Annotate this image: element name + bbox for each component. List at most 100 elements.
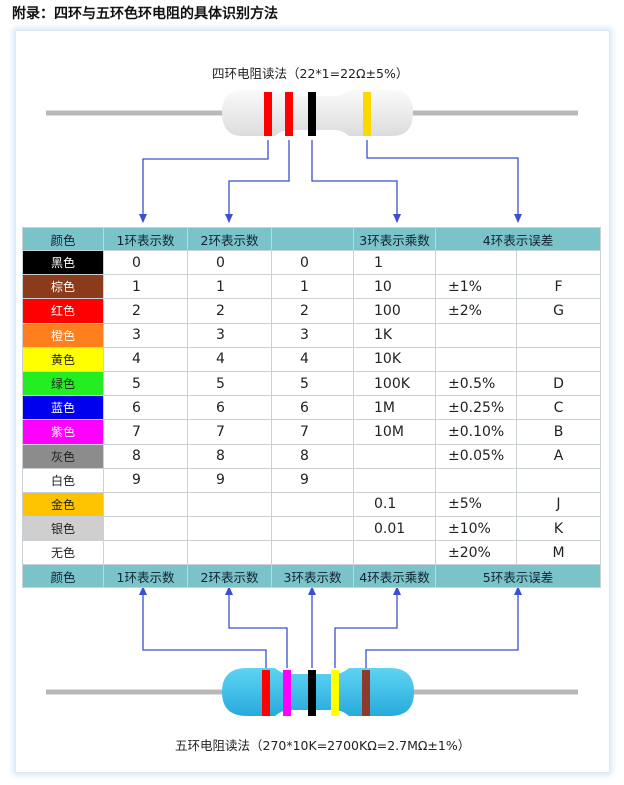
header-row-bottom: 颜色 1环表示数 2环表示数 3环表示数 4环表示乘数 5环表示误差 — [22, 564, 601, 589]
header-row-top: 颜色 1环表示数 2环表示数 3环表示乘数 4环表示误差 — [22, 227, 601, 251]
table-row: 棕色 1 1 1 10 ±1% F — [22, 274, 601, 300]
multiplier-cell: 100K — [353, 370, 436, 397]
color-name-cell: 白色 — [22, 467, 104, 493]
header-color: 颜色 — [22, 227, 104, 251]
color-name-cell: 棕色 — [22, 274, 104, 300]
five-band-bands — [262, 670, 370, 716]
tolerance-code-cell: D — [516, 370, 601, 397]
band3-digit-cell — [271, 516, 354, 542]
tolerance-code-cell — [516, 322, 601, 348]
band1-digit-cell: 2 — [103, 298, 188, 324]
band3-digit-cell: 9 — [271, 467, 354, 493]
multiplier-cell: 0.1 — [353, 491, 436, 518]
band3-digit-cell: 3 — [271, 322, 354, 348]
five-band-resistor-body — [222, 668, 414, 716]
five-band-band-3 — [308, 670, 316, 716]
band2-digit-cell: 3 — [187, 322, 272, 348]
arrow-band4-top — [366, 140, 522, 223]
band2-digit-cell: 2 — [187, 298, 272, 324]
tolerance-cell: ±1% — [435, 274, 517, 300]
arrow-band2-bottom — [225, 586, 288, 668]
tolerance-code-cell: B — [516, 419, 601, 445]
header-band5-bottom: 5环表示误差 — [435, 564, 601, 589]
band1-digit-cell: 3 — [103, 322, 188, 348]
multiplier-cell: 10M — [353, 419, 436, 445]
header-band4: 4环表示误差 — [435, 227, 601, 251]
band3-digit-cell: 6 — [271, 395, 354, 421]
multiplier-cell — [353, 540, 436, 566]
tolerance-code-cell: A — [516, 443, 601, 469]
table-row: 灰色 8 8 8 ±0.05% A — [22, 443, 601, 469]
band2-digit-cell: 7 — [187, 419, 272, 445]
multiplier-cell: 0.01 — [353, 516, 436, 542]
tolerance-cell: ±0.5% — [435, 370, 517, 397]
multiplier-cell: 1K — [353, 322, 436, 348]
tolerance-cell: ±0.10% — [435, 419, 517, 445]
multiplier-cell: 1 — [353, 249, 436, 276]
four-band-resistor-body — [222, 90, 413, 136]
band2-digit-cell: 0 — [187, 249, 272, 276]
tolerance-code-cell — [516, 467, 601, 493]
band1-digit-cell: 8 — [103, 443, 188, 469]
color-name-cell: 黑色 — [22, 249, 104, 276]
band2-digit-cell: 6 — [187, 395, 272, 421]
header-blank — [271, 227, 354, 251]
header-band3: 3环表示乘数 — [353, 227, 436, 251]
table-row: 蓝色 6 6 6 1M ±0.25% C — [22, 395, 601, 421]
four-band-band-1 — [264, 92, 272, 136]
table-row: 黑色 0 0 0 1 — [22, 249, 601, 276]
band1-digit-cell: 0 — [103, 249, 188, 276]
five-band-band-2 — [283, 670, 291, 716]
band2-digit-cell — [187, 491, 272, 518]
four-band-caption: 四环电阻读法（22*1=22Ω±5%） — [212, 66, 409, 81]
header-band2: 2环表示数 — [187, 227, 272, 251]
band3-digit-cell — [271, 540, 354, 566]
band3-digit-cell: 2 — [271, 298, 354, 324]
band2-digit-cell: 4 — [187, 346, 272, 372]
arrow-band2-top — [225, 140, 290, 223]
tolerance-code-cell: M — [516, 540, 601, 566]
tolerance-code-cell: C — [516, 395, 601, 421]
header-color-bottom: 颜色 — [22, 564, 104, 589]
band1-digit-cell: 1 — [103, 274, 188, 300]
band3-digit-cell: 5 — [271, 370, 354, 397]
tolerance-cell: ±5% — [435, 491, 517, 518]
arrow-band1-top — [139, 140, 269, 223]
five-band-band-1 — [262, 670, 270, 716]
band1-digit-cell: 4 — [103, 346, 188, 372]
table-row: 橙色 3 3 3 1K — [22, 322, 601, 348]
header-band2-bottom: 2环表示数 — [187, 564, 272, 589]
band2-digit-cell: 1 — [187, 274, 272, 300]
arrow-band1-bottom — [139, 586, 267, 668]
tolerance-cell: ±0.05% — [435, 443, 517, 469]
band1-digit-cell — [103, 516, 188, 542]
header-band3-bottom: 3环表示数 — [271, 564, 354, 589]
tolerance-cell — [435, 322, 517, 348]
band3-digit-cell: 1 — [271, 274, 354, 300]
band1-digit-cell: 9 — [103, 467, 188, 493]
five-band-band-5 — [362, 670, 370, 716]
color-name-cell: 金色 — [22, 491, 104, 518]
table-row: 白色 9 9 9 — [22, 467, 601, 493]
page-title: 附录：四环与五环色环电阻的具体识别方法 — [12, 6, 278, 22]
four-band-band-2 — [285, 92, 293, 136]
band2-digit-cell: 5 — [187, 370, 272, 397]
header-band1: 1环表示数 — [103, 227, 188, 251]
multiplier-cell — [353, 467, 436, 493]
tolerance-cell — [435, 346, 517, 372]
multiplier-cell: 10K — [353, 346, 436, 372]
color-name-cell: 紫色 — [22, 419, 104, 445]
band1-digit-cell — [103, 540, 188, 566]
multiplier-cell: 100 — [353, 298, 436, 324]
tolerance-cell — [435, 249, 517, 276]
tolerance-cell: ±20% — [435, 540, 517, 566]
five-band-band-4 — [331, 670, 339, 716]
color-name-cell: 黄色 — [22, 346, 104, 372]
tolerance-cell — [435, 467, 517, 493]
tolerance-code-cell: G — [516, 298, 601, 324]
band1-digit-cell — [103, 491, 188, 518]
five-band-caption: 五环电阻读法（270*10K=2700KΩ=2.7MΩ±1%） — [175, 738, 471, 753]
multiplier-cell — [353, 443, 436, 469]
band1-digit-cell: 7 — [103, 419, 188, 445]
